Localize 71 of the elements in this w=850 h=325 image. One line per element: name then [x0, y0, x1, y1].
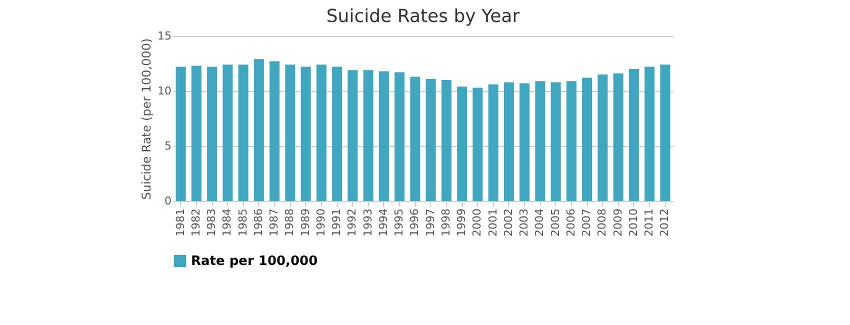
x-tick-label: 1984: [220, 208, 234, 236]
bar: [426, 78, 436, 201]
bar: [207, 66, 218, 201]
x-tick-label: 1995: [392, 208, 406, 236]
x-tick-label: 1992: [346, 208, 359, 236]
x-tick-label: 2000: [470, 208, 484, 236]
x-tick-label: 1991: [330, 208, 344, 236]
y-axis-title: Suicide Rate (per 100,000): [140, 38, 154, 200]
x-tick-label: 1993: [361, 208, 374, 236]
y-tick-label: 5: [164, 140, 172, 152]
bar: [488, 84, 498, 201]
bar: [628, 69, 639, 201]
bar: [410, 76, 420, 201]
x-tick-label: 1981: [174, 208, 187, 236]
x-tick-label: 1998: [439, 208, 452, 236]
x-tick-label: 2005: [548, 208, 562, 236]
bar: [270, 61, 280, 201]
y-tick-label: 15: [158, 30, 172, 42]
legend-label: Rate per 100,000: [191, 254, 318, 269]
bar: [222, 64, 233, 201]
bar: [300, 66, 311, 201]
x-tick-label: 1989: [298, 208, 312, 236]
bar: [566, 81, 576, 201]
bar: [316, 64, 326, 201]
x-tick-label: 2012: [658, 208, 672, 236]
bar: [378, 71, 389, 201]
bar: [348, 70, 358, 201]
bar: [535, 81, 546, 201]
x-tick-label: 2006: [564, 208, 578, 236]
bar: [441, 80, 452, 201]
x-tick-label: 1994: [376, 208, 390, 236]
x-tick-label: 1987: [268, 208, 281, 236]
bar: [332, 66, 342, 201]
chart-title: Suicide Rates by Year: [326, 6, 520, 27]
x-tick-label: 2010: [626, 208, 640, 236]
bar: [176, 66, 186, 201]
bar: [504, 82, 514, 201]
bar: [285, 64, 296, 201]
bar: [254, 59, 264, 201]
bar: [191, 66, 202, 201]
y-tick-label: 0: [164, 194, 172, 208]
bar: [644, 66, 655, 201]
x-tick-label: 2002: [502, 208, 515, 236]
x-tick-label: 1997: [424, 208, 437, 236]
x-tick-label: 2004: [533, 208, 546, 236]
bar: [550, 82, 561, 201]
bar: [472, 88, 483, 201]
x-tick-label: 1988: [283, 208, 296, 236]
bar: [598, 74, 608, 201]
x-tick-label: 2007: [580, 208, 594, 236]
x-tick-label: 2008: [596, 208, 609, 236]
bar: [363, 70, 374, 201]
x-tick-label: 1996: [408, 208, 422, 236]
x-tick-label: 1982: [189, 208, 202, 236]
x-tick-label: 1999: [455, 208, 468, 236]
x-tick-label: 2009: [611, 208, 624, 236]
x-tick-label: 1985: [236, 208, 250, 236]
x-tick-label: 1990: [314, 208, 328, 236]
bar: [660, 64, 670, 201]
x-tick-label: 2003: [518, 208, 531, 236]
bar: [613, 73, 624, 201]
y-tick-label: 10: [158, 84, 172, 98]
x-tick-label: 2001: [486, 208, 500, 236]
x-tick-label: 1986: [252, 208, 265, 236]
bar: [394, 72, 405, 201]
bar: [582, 78, 592, 201]
bar: [520, 83, 530, 201]
bar: [457, 86, 468, 201]
x-tick-label: 1983: [205, 208, 218, 236]
x-tick-label: 2011: [642, 208, 656, 236]
bar: [238, 64, 248, 201]
